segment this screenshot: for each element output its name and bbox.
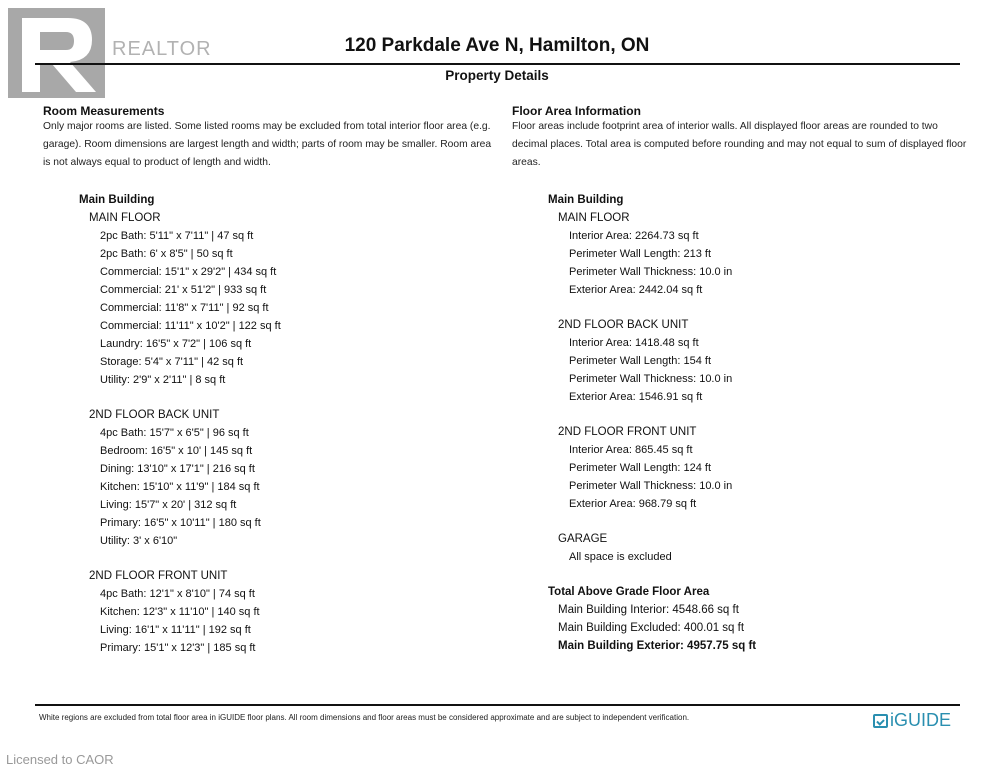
floor-name: 2ND FLOOR FRONT UNIT xyxy=(89,570,228,582)
realtor-r-icon xyxy=(22,18,96,92)
divider xyxy=(35,63,960,65)
floor-name: 2ND FLOOR BACK UNIT xyxy=(89,409,220,421)
list-item: Utility: 3' x 6'10" xyxy=(100,535,178,547)
iguide-brand: iGUIDE xyxy=(890,710,952,730)
realtor-logo-text: REALTOR xyxy=(112,38,212,60)
building-name: Main Building xyxy=(548,194,624,206)
room-measurements-section: Room Measurements Only major rooms are l… xyxy=(43,104,493,172)
list-item: 4pc Bath: 12'1" x 8'10" | 74 sq ft xyxy=(100,588,255,600)
list-item: Bedroom: 16'5" x 10' | 145 sq ft xyxy=(100,445,253,457)
list-item: Interior Area: 1418.48 sq ft xyxy=(569,337,699,349)
list-item: Perimeter Wall Length: 213 ft xyxy=(569,248,712,260)
list-item: Perimeter Wall Thickness: 10.0 in xyxy=(569,373,733,385)
license-watermark: Licensed to CAOR xyxy=(6,752,114,767)
list-item: Exterior Area: 1546.91 sq ft xyxy=(569,391,703,403)
floor-group: MAIN FLOOR 2pc Bath: 5'11" x 7'11" | 47 s… xyxy=(79,209,281,389)
list-item: 2pc Bath: 6' x 8'5" | 50 sq ft xyxy=(100,248,233,260)
list-item: Exterior Area: 968.79 sq ft xyxy=(569,498,697,510)
floor-group: 2ND FLOOR BACK UNIT 4pc Bath: 15'7" x 6'5… xyxy=(79,406,281,550)
list-item: Perimeter Wall Thickness: 10.0 in xyxy=(569,480,733,492)
list-item: Commercial: 21' x 51'2" | 933 sq ft xyxy=(100,284,267,296)
list-item: Dining: 13'10" x 17'1" | 216 sq ft xyxy=(100,463,255,475)
floor-area-list: Main Building MAIN FLOOR Interior Area: 2… xyxy=(548,191,756,655)
floor-name: MAIN FLOOR xyxy=(89,212,161,224)
total-item: Main Building Exterior: 4957.75 sq ft xyxy=(558,640,757,652)
room-list: Main Building MAIN FLOOR 2pc Bath: 5'11" … xyxy=(79,191,281,657)
list-item: Kitchen: 15'10" x 11'9" | 184 sq ft xyxy=(100,481,260,493)
section-intro: Only major rooms are listed. Some listed… xyxy=(43,121,492,168)
section-intro: Floor areas include footprint area of in… xyxy=(512,121,967,168)
total-item: Main Building Excluded: 400.01 sq ft xyxy=(558,622,745,634)
list-item: Perimeter Wall Length: 154 ft xyxy=(569,355,712,367)
building-name: Main Building xyxy=(79,194,155,206)
section-heading: Floor Area Information xyxy=(512,104,641,118)
list-item: Laundry: 16'5" x 7'2" | 106 sq ft xyxy=(100,338,252,350)
list-item: Utility: 2'9" x 2'11" | 8 sq ft xyxy=(100,374,226,386)
list-item: Perimeter Wall Thickness: 10.0 in xyxy=(569,266,733,278)
floor-name: MAIN FLOOR xyxy=(558,212,630,224)
list-item: Primary: 16'5" x 10'11" | 180 sq ft xyxy=(100,517,261,529)
list-item: 2pc Bath: 5'11" x 7'11" | 47 sq ft xyxy=(100,230,254,242)
floor-name: 2ND FLOOR FRONT UNIT xyxy=(558,426,697,438)
list-item: Exterior Area: 2442.04 sq ft xyxy=(569,284,703,296)
total-item: Main Building Interior: 4548.66 sq ft xyxy=(558,604,739,616)
list-item: Interior Area: 2264.73 sq ft xyxy=(569,230,699,242)
totals-group: Total Above Grade Floor Area Main Buildin… xyxy=(548,583,756,655)
totals-heading: Total Above Grade Floor Area xyxy=(548,586,710,598)
iguide-icon xyxy=(873,713,888,728)
floor-group: 2ND FLOOR BACK UNIT Interior Area: 1418.4… xyxy=(548,316,756,406)
disclaimer: White regions are excluded from total fl… xyxy=(39,713,690,722)
section-heading: Room Measurements xyxy=(43,104,165,118)
list-item: Kitchen: 12'3" x 11'10" | 140 sq ft xyxy=(100,606,260,618)
floor-name: GARAGE xyxy=(558,533,608,545)
list-item: Commercial: 11'11" x 10'2" | 122 sq ft xyxy=(100,320,281,332)
floor-group: 2ND FLOOR FRONT UNIT 4pc Bath: 12'1" x 8'… xyxy=(79,567,281,657)
list-item: Commercial: 11'8" x 7'11" | 92 sq ft xyxy=(100,302,269,314)
floor-area-section: Floor Area Information Floor areas inclu… xyxy=(512,104,967,172)
list-item: Living: 15'7" x 20' | 312 sq ft xyxy=(100,499,237,511)
list-item: All space is excluded xyxy=(569,551,672,563)
floor-group: GARAGE All space is excluded xyxy=(548,530,756,566)
divider xyxy=(35,704,960,706)
list-item: Storage: 5'4" x 7'11" | 42 sq ft xyxy=(100,356,244,368)
list-item: Perimeter Wall Length: 124 ft xyxy=(569,462,712,474)
floor-group: 2ND FLOOR FRONT UNIT Interior Area: 865.4… xyxy=(548,423,756,513)
page-title: 120 Parkdale Ave N, Hamilton, ON xyxy=(344,35,650,56)
iguide-logo: iGUIDE xyxy=(873,710,951,731)
list-item: Interior Area: 865.45 sq ft xyxy=(569,444,693,456)
floor-name: 2ND FLOOR BACK UNIT xyxy=(558,319,689,331)
page-subtitle: Property Details xyxy=(445,68,549,83)
list-item: 4pc Bath: 15'7" x 6'5" | 96 sq ft xyxy=(100,427,249,439)
realtor-logo xyxy=(8,8,105,98)
floor-group: MAIN FLOOR Interior Area: 2264.73 sq ft Pe… xyxy=(548,209,756,299)
list-item: Commercial: 15'1" x 29'2" | 434 sq ft xyxy=(100,266,277,278)
list-item: Living: 16'1" x 11'11" | 192 sq ft xyxy=(100,624,251,636)
list-item: Primary: 15'1" x 12'3" | 185 sq ft xyxy=(100,642,256,654)
